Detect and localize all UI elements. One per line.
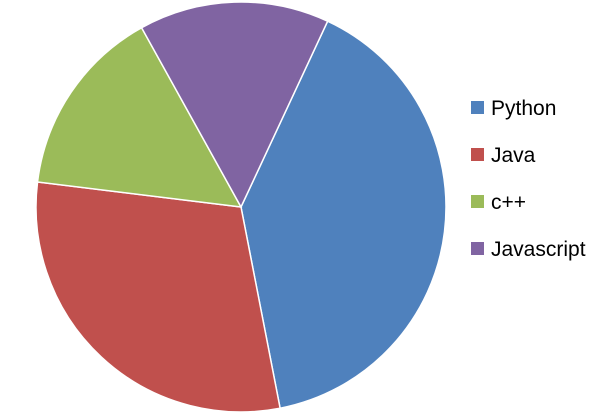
pie-slice-cpp <box>36 26 243 208</box>
legend-label-java: Java <box>491 144 536 167</box>
pie-slice-python <box>240 20 447 410</box>
pie-slice-java <box>35 181 281 413</box>
legend-label-javascript: Javascript <box>491 238 586 261</box>
legend-item-javascript: Javascript <box>471 238 586 261</box>
legend-swatch-javascript <box>471 242 484 255</box>
pie-slices <box>35 1 447 413</box>
legend-item-java: Java <box>471 144 536 167</box>
legend-label-python: Python <box>491 97 556 120</box>
legend-swatch-cpp <box>471 195 484 208</box>
legend: Python Java c++ Javascript <box>471 97 586 261</box>
legend-swatch-java <box>471 148 484 161</box>
legend-swatch-python <box>471 101 484 114</box>
pie-slice-javascript <box>140 1 329 209</box>
legend-item-python: Python <box>471 97 556 120</box>
legend-label-cpp: c++ <box>491 191 526 214</box>
legend-item-cpp: c++ <box>471 191 526 214</box>
